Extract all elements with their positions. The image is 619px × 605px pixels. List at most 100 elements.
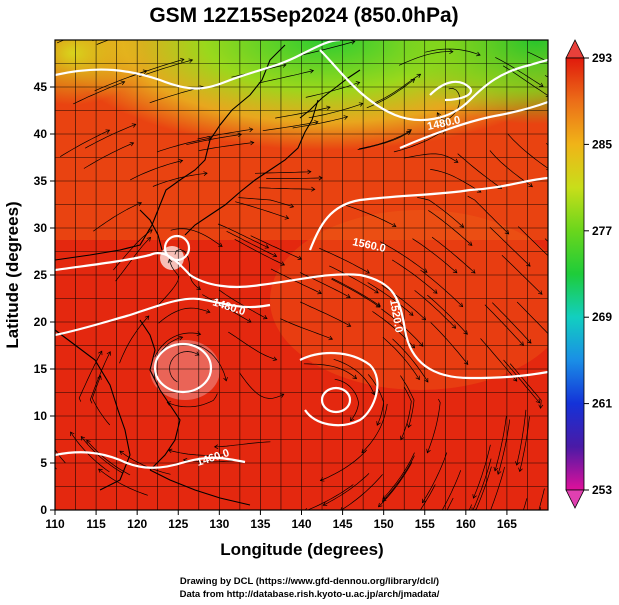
x-tick-label: 130 [209, 517, 229, 531]
streamline [539, 507, 542, 510]
streamline-arrow [297, 255, 303, 260]
streamline-arrow [289, 203, 295, 209]
streamline-arrow [410, 78, 416, 84]
streamline-arrow [262, 315, 268, 320]
streamline-arrow [144, 315, 150, 320]
contour-1520 [399, 100, 548, 150]
streamline [85, 123, 136, 149]
streamline-arrow [472, 494, 477, 499]
cool-region-northwest [55, 40, 235, 170]
streamline [186, 134, 242, 146]
y-tick-label: 30 [34, 221, 48, 235]
streamline [239, 372, 284, 399]
streamline [266, 177, 323, 179]
streamline [154, 332, 201, 358]
streamline-arrow [196, 285, 201, 291]
streamline-arrow [213, 444, 219, 450]
streamline [170, 228, 223, 247]
streamline [138, 59, 193, 78]
streamline-arrow [328, 335, 334, 341]
streamline-arrow [272, 252, 278, 258]
streamline [157, 259, 180, 306]
streamline [404, 153, 459, 163]
streamline [393, 130, 446, 153]
streamline [202, 294, 252, 323]
chart: GSM 12Z15Sep2024 (850.0hPa) [3, 4, 612, 561]
streamline [516, 409, 527, 466]
streamline-arrow [538, 290, 543, 295]
streamline-arrow [365, 269, 370, 274]
colorbar-top-arrow [565, 39, 585, 59]
streamline [275, 106, 331, 119]
streamline [428, 210, 473, 246]
colorbar-tick-label: 293 [592, 51, 612, 65]
geopotential-contours [55, 40, 548, 469]
streamline-arrow [249, 140, 255, 146]
streamline [398, 51, 453, 66]
streamline [538, 488, 545, 510]
streamline-arrow [319, 477, 325, 482]
warm-region-east [270, 210, 548, 390]
streamline-arrow [523, 557, 527, 561]
x-tick-label: 140 [291, 517, 311, 531]
streamline [119, 450, 171, 475]
streamline-arrow [422, 268, 428, 273]
streamline-arrow [355, 81, 361, 86]
streamline [119, 315, 150, 364]
streamline-arrow [451, 324, 457, 329]
streamline [422, 452, 448, 503]
x-tick-label: 135 [250, 517, 270, 531]
streamline [441, 470, 462, 510]
streamline-arrow [496, 470, 502, 475]
contour-east-china-sea [163, 234, 191, 262]
streamline [250, 235, 302, 260]
streamline [300, 41, 355, 56]
streamline [426, 398, 441, 453]
streamline [158, 307, 211, 324]
streamline-arrow [119, 450, 124, 456]
credit-line-2: Data from http://database.rish.kyoto-u.a… [179, 589, 440, 600]
streamline [480, 338, 518, 382]
streamline-arrow [449, 49, 454, 55]
y-tick-label: 25 [34, 268, 48, 282]
streamline-arrow [148, 229, 153, 234]
streamline-arrow [418, 342, 424, 347]
streamline [258, 70, 314, 84]
x-tick-label: 120 [127, 517, 147, 531]
streamline-arrow [535, 398, 541, 404]
streamline-arrow [137, 201, 143, 207]
streamline-arrow [279, 393, 285, 398]
streamline-arrow [436, 112, 441, 117]
streamline-arrow [358, 102, 364, 107]
streamline-arrow [318, 175, 323, 181]
streamline [425, 48, 481, 56]
streamline [98, 468, 148, 496]
streamline-arrow [146, 237, 152, 242]
streamline-arrow [459, 223, 465, 228]
streamline-arrow [309, 68, 315, 74]
streamline [417, 197, 464, 228]
streamline-arrow [416, 73, 422, 78]
streamline [226, 230, 277, 257]
streamline-arrow [307, 169, 312, 175]
streamline [91, 375, 111, 426]
streamline [234, 238, 285, 266]
streamline [340, 474, 383, 510]
streamline-arrow [539, 82, 544, 87]
streamline-arrow [400, 435, 405, 441]
streamline [320, 449, 368, 481]
streamline-arrow [98, 350, 103, 356]
streamline-arrow [512, 377, 518, 382]
streamline-arrow [421, 315, 427, 321]
streamline [96, 40, 110, 45]
streamline [60, 129, 110, 157]
streamline [169, 351, 200, 383]
y-tick-label: 0 [40, 503, 47, 517]
streamline [400, 386, 412, 440]
streamline-arrow [326, 105, 331, 111]
streamline-arrow [142, 69, 148, 75]
streamline [299, 272, 351, 298]
streamline-arrow [346, 322, 352, 327]
streamline-arrow [378, 502, 383, 508]
streamline-arrow [552, 338, 556, 342]
